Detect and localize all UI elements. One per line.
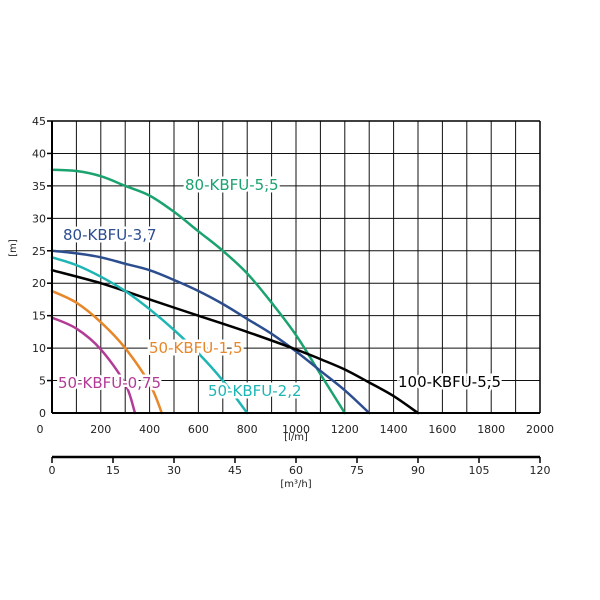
y-tick-label: 15 bbox=[32, 310, 46, 323]
y-tick-label: 20 bbox=[32, 277, 46, 290]
y-tick-label: 30 bbox=[32, 212, 46, 225]
y-tick-label: 25 bbox=[32, 245, 46, 258]
x-tick-label: 1200 bbox=[331, 423, 359, 436]
x-tick-label: 1400 bbox=[380, 423, 408, 436]
x-tick-label: 1800 bbox=[477, 423, 505, 436]
x-axis-ticks: 0 200 400 600 800 1000 1200 1400 1600 1800 2000 bbox=[37, 423, 555, 436]
series-label-80-kbfu-3-7: 80-KBFU-3,7 bbox=[63, 226, 157, 244]
x-tick-label: 800 bbox=[237, 423, 258, 436]
y-axis-ticks: 0 5 10 15 20 25 30 35 40 45 bbox=[32, 115, 52, 420]
x2-tick-label: 60 bbox=[289, 464, 303, 477]
plot-frame bbox=[51, 120, 541, 414]
x-axis-title: [l/m] bbox=[284, 432, 308, 443]
x2-tick-label: 45 bbox=[228, 464, 242, 477]
series-line-50-kbfu-1-5 bbox=[50, 289, 164, 415]
x2-tick-label: 105 bbox=[469, 464, 490, 477]
series-line-80-kbfu-5-5 bbox=[50, 168, 347, 415]
x2-tick-label: 120 bbox=[530, 464, 551, 477]
y-tick-label: 5 bbox=[39, 375, 46, 388]
y-tick-label: 45 bbox=[32, 115, 46, 128]
series-label-50-kbfu-2-2: 50-KBFU-2,2 bbox=[208, 382, 302, 400]
x2-axis-title: [m³/h] bbox=[280, 479, 311, 490]
series-line-80-kbfu-3-7 bbox=[50, 249, 371, 415]
secondary-x-axis: 0 15 30 45 60 75 90 105 120 bbox=[49, 455, 551, 477]
x-tick-label: 1600 bbox=[428, 423, 456, 436]
x2-tick-label: 0 bbox=[49, 464, 56, 477]
series-line-50-kbfu-0-75 bbox=[50, 316, 137, 415]
x2-tick-label: 90 bbox=[411, 464, 425, 477]
x-tick-label: 1000 bbox=[282, 423, 310, 436]
series-line-100-kbfu-5-5 bbox=[50, 268, 420, 415]
series-line-50-kbfu-2-2 bbox=[50, 256, 249, 415]
y-tick-label: 40 bbox=[32, 147, 46, 160]
x2-tick-label: 75 bbox=[350, 464, 364, 477]
x-tick-label: 0 bbox=[37, 423, 44, 436]
x-tick-label: 400 bbox=[139, 423, 160, 436]
y-tick-label: 10 bbox=[32, 342, 46, 355]
y-axis-title: [m] bbox=[8, 239, 19, 257]
y-tick-label: 35 bbox=[32, 180, 46, 193]
x-tick-label: 200 bbox=[90, 423, 111, 436]
y-tick-label: 0 bbox=[39, 407, 46, 420]
x2-tick-label: 15 bbox=[106, 464, 120, 477]
x2-tick-label: 30 bbox=[167, 464, 181, 477]
curves bbox=[50, 168, 420, 415]
series-label-50-kbfu-0-75: 50-KBFU-0,75 bbox=[58, 374, 161, 392]
series-label-80-kbfu-5-5: 80-KBFU-5,5 bbox=[185, 176, 279, 194]
x-tick-label: 600 bbox=[188, 423, 209, 436]
series-label-50-kbfu-1-5: 50-KBFU-1,5 bbox=[149, 339, 243, 357]
series-label-100-kbfu-5-5: 100-KBFU-5,5 bbox=[398, 373, 501, 391]
grid bbox=[52, 121, 540, 413]
x-tick-label: 2000 bbox=[526, 423, 554, 436]
curve-labels: 80-KBFU-5,5 80-KBFU-3,7 100-KBFU-5,5 50-KBF… bbox=[56, 174, 504, 403]
